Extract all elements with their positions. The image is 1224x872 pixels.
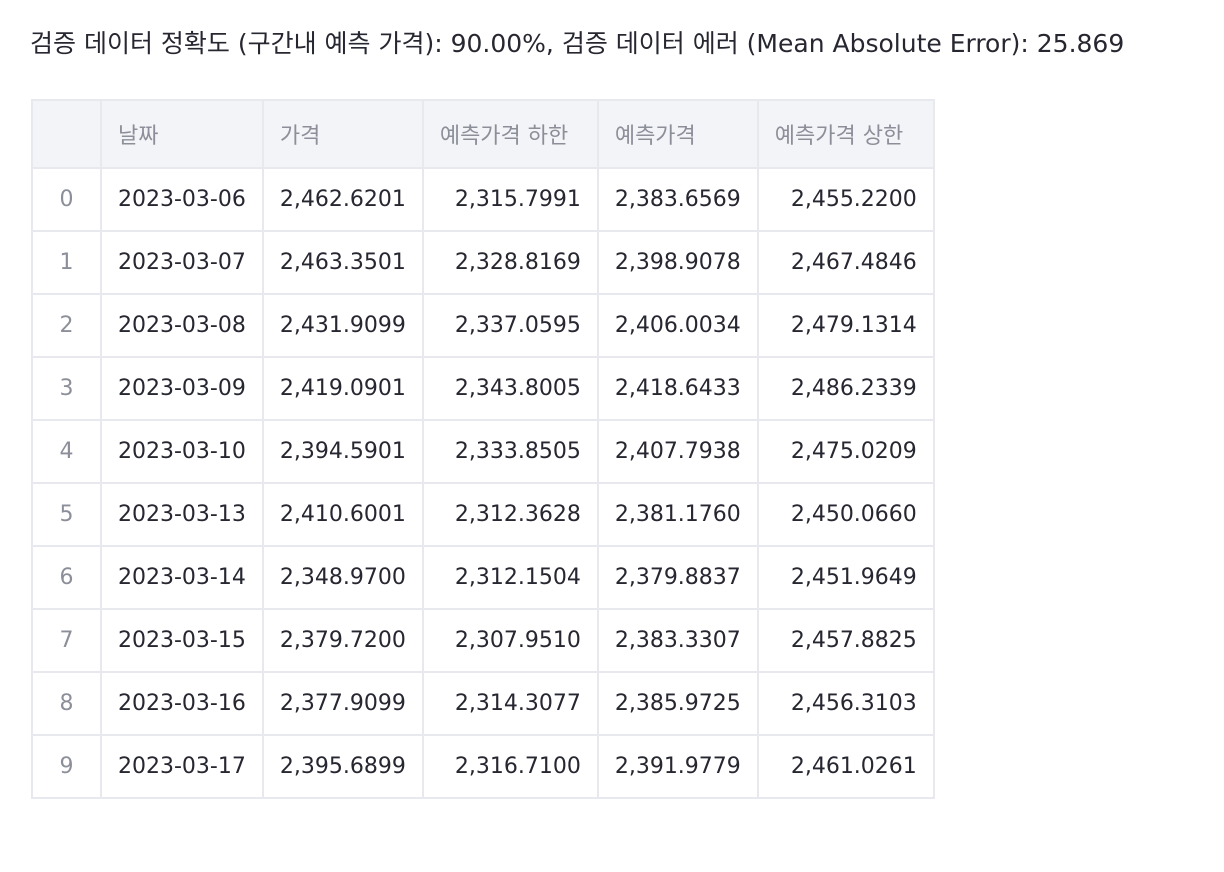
cell-predicted-lower[interactable]: 2,312.3628 — [421, 482, 599, 547]
cell-predicted-upper[interactable]: 2,457.8825 — [756, 608, 935, 673]
cell-date[interactable]: 2023-03-10 — [100, 419, 264, 484]
cell-predicted-upper[interactable]: 2,479.1314 — [756, 293, 935, 358]
column-header-price[interactable]: 가격 — [261, 99, 424, 169]
cell-date[interactable]: 2023-03-06 — [100, 167, 264, 232]
cell-predicted[interactable]: 2,379.8837 — [596, 545, 759, 610]
cell-predicted[interactable]: 2,383.6569 — [596, 167, 759, 232]
cell-predicted-upper[interactable]: 2,456.3103 — [756, 671, 935, 736]
table-row: 9 2023-03-17 2,395.6899 2,316.7100 2,391… — [31, 734, 935, 799]
table-row: 6 2023-03-14 2,348.9700 2,312.1504 2,379… — [31, 545, 935, 610]
prediction-table: 날짜 가격 예측가격 하한 예측가격 예측가격 상한 0 2023-03-06 … — [31, 99, 935, 799]
column-header-index[interactable] — [31, 99, 102, 169]
cell-date[interactable]: 2023-03-07 — [100, 230, 264, 295]
table-row: 1 2023-03-07 2,463.3501 2,328.8169 2,398… — [31, 230, 935, 295]
cell-predicted-lower[interactable]: 2,333.8505 — [421, 419, 599, 484]
table-row: 8 2023-03-16 2,377.9099 2,314.3077 2,385… — [31, 671, 935, 736]
row-index: 8 — [31, 671, 102, 736]
cell-predicted[interactable]: 2,385.9725 — [596, 671, 759, 736]
row-index: 6 — [31, 545, 102, 610]
cell-predicted-lower[interactable]: 2,315.7991 — [421, 167, 599, 232]
cell-date[interactable]: 2023-03-13 — [100, 482, 264, 547]
cell-date[interactable]: 2023-03-17 — [100, 734, 264, 799]
cell-predicted-lower[interactable]: 2,343.8005 — [421, 356, 599, 421]
cell-date[interactable]: 2023-03-09 — [100, 356, 264, 421]
table-header: 날짜 가격 예측가격 하한 예측가격 예측가격 상한 — [31, 99, 935, 169]
cell-price[interactable]: 2,395.6899 — [261, 734, 424, 799]
table-body: 0 2023-03-06 2,462.6201 2,315.7991 2,383… — [31, 167, 935, 799]
cell-price[interactable]: 2,462.6201 — [261, 167, 424, 232]
table-row: 4 2023-03-10 2,394.5901 2,333.8505 2,407… — [31, 419, 935, 484]
table-row: 5 2023-03-13 2,410.6001 2,312.3628 2,381… — [31, 482, 935, 547]
cell-date[interactable]: 2023-03-14 — [100, 545, 264, 610]
row-index: 5 — [31, 482, 102, 547]
cell-predicted-upper[interactable]: 2,467.4846 — [756, 230, 935, 295]
table-row: 2 2023-03-08 2,431.9099 2,337.0595 2,406… — [31, 293, 935, 358]
cell-predicted-lower[interactable]: 2,328.8169 — [421, 230, 599, 295]
cell-predicted-upper[interactable]: 2,455.2200 — [756, 167, 935, 232]
cell-predicted[interactable]: 2,407.7938 — [596, 419, 759, 484]
cell-predicted-upper[interactable]: 2,475.0209 — [756, 419, 935, 484]
cell-date[interactable]: 2023-03-08 — [100, 293, 264, 358]
header-row: 날짜 가격 예측가격 하한 예측가격 예측가격 상한 — [31, 99, 935, 169]
row-index: 3 — [31, 356, 102, 421]
cell-price[interactable]: 2,379.7200 — [261, 608, 424, 673]
column-header-date[interactable]: 날짜 — [100, 99, 264, 169]
column-header-predicted[interactable]: 예측가격 — [596, 99, 759, 169]
cell-price[interactable]: 2,419.0901 — [261, 356, 424, 421]
cell-predicted-lower[interactable]: 2,312.1504 — [421, 545, 599, 610]
cell-date[interactable]: 2023-03-15 — [100, 608, 264, 673]
cell-predicted[interactable]: 2,398.9078 — [596, 230, 759, 295]
row-index: 0 — [31, 167, 102, 232]
cell-predicted[interactable]: 2,406.0034 — [596, 293, 759, 358]
cell-price[interactable]: 2,377.9099 — [261, 671, 424, 736]
cell-predicted[interactable]: 2,391.9779 — [596, 734, 759, 799]
validation-summary-text: 검증 데이터 정확도 (구간내 예측 가격): 90.00%, 검증 데이터 에… — [30, 29, 1125, 58]
table-row: 7 2023-03-15 2,379.7200 2,307.9510 2,383… — [31, 608, 935, 673]
cell-predicted-lower[interactable]: 2,337.0595 — [421, 293, 599, 358]
cell-predicted[interactable]: 2,383.3307 — [596, 608, 759, 673]
cell-predicted-upper[interactable]: 2,451.9649 — [756, 545, 935, 610]
row-index: 1 — [31, 230, 102, 295]
row-index: 4 — [31, 419, 102, 484]
row-index: 2 — [31, 293, 102, 358]
cell-date[interactable]: 2023-03-16 — [100, 671, 264, 736]
cell-predicted-lower[interactable]: 2,307.9510 — [421, 608, 599, 673]
cell-price[interactable]: 2,463.3501 — [261, 230, 424, 295]
table-row: 0 2023-03-06 2,462.6201 2,315.7991 2,383… — [31, 167, 935, 232]
row-index: 7 — [31, 608, 102, 673]
column-header-predicted-lower[interactable]: 예측가격 하한 — [421, 99, 599, 169]
cell-price[interactable]: 2,431.9099 — [261, 293, 424, 358]
cell-predicted[interactable]: 2,381.1760 — [596, 482, 759, 547]
cell-predicted-lower[interactable]: 2,314.3077 — [421, 671, 599, 736]
cell-price[interactable]: 2,410.6001 — [261, 482, 424, 547]
cell-predicted[interactable]: 2,418.6433 — [596, 356, 759, 421]
cell-predicted-lower[interactable]: 2,316.7100 — [421, 734, 599, 799]
cell-predicted-upper[interactable]: 2,461.0261 — [756, 734, 935, 799]
column-header-predicted-upper[interactable]: 예측가격 상한 — [756, 99, 935, 169]
cell-price[interactable]: 2,394.5901 — [261, 419, 424, 484]
table-row: 3 2023-03-09 2,419.0901 2,343.8005 2,418… — [31, 356, 935, 421]
cell-predicted-upper[interactable]: 2,450.0660 — [756, 482, 935, 547]
cell-price[interactable]: 2,348.9700 — [261, 545, 424, 610]
cell-predicted-upper[interactable]: 2,486.2339 — [756, 356, 935, 421]
row-index: 9 — [31, 734, 102, 799]
